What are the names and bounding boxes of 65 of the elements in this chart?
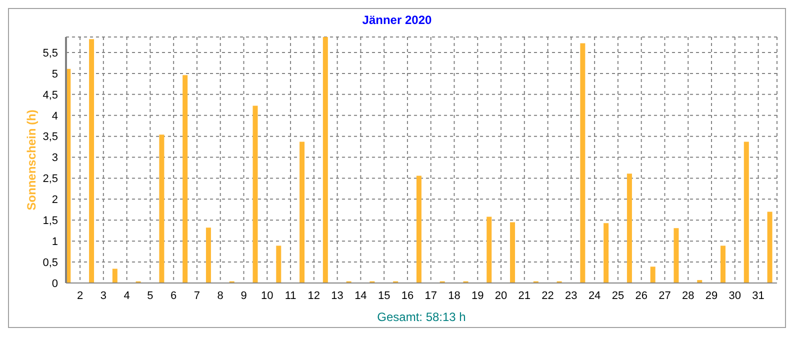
bar bbox=[416, 176, 422, 283]
x-tick-label: 18 bbox=[448, 290, 460, 302]
x-tick-label: 5 bbox=[147, 290, 154, 302]
x-tick-label: 23 bbox=[565, 290, 578, 302]
x-tick-label: 16 bbox=[401, 290, 414, 302]
bar bbox=[510, 222, 516, 283]
bar bbox=[159, 134, 164, 283]
bar bbox=[206, 228, 211, 283]
bar bbox=[580, 43, 586, 283]
x-tick-label: 4 bbox=[124, 290, 130, 302]
bar bbox=[626, 174, 632, 283]
bar bbox=[604, 223, 609, 283]
x-tick-label: 14 bbox=[354, 290, 367, 302]
x-tick-label: 2 bbox=[76, 290, 84, 302]
y-tick-label: 0,5 bbox=[42, 256, 58, 269]
x-tick-label: 26 bbox=[635, 290, 648, 302]
bar bbox=[182, 75, 188, 283]
y-tick-label: 5 bbox=[52, 68, 58, 80]
x-tick-label: 22 bbox=[542, 290, 554, 302]
y-axis-title: Sonnenschein (h) bbox=[24, 110, 38, 210]
x-tick-label: 20 bbox=[494, 290, 508, 302]
x-tick-label: 29 bbox=[705, 290, 718, 302]
x-tick-label: 19 bbox=[472, 290, 484, 302]
chart-title: Jänner 2020 bbox=[361, 12, 433, 29]
x-tick-label: 11 bbox=[284, 290, 296, 302]
x-tick-label: 17 bbox=[424, 290, 437, 302]
bar bbox=[650, 266, 656, 283]
x-tick-label: 10 bbox=[261, 290, 274, 302]
bar bbox=[112, 268, 118, 283]
bar bbox=[486, 216, 492, 283]
y-tick-label: 4,5 bbox=[42, 89, 58, 102]
y-tick-label: 3 bbox=[52, 152, 58, 164]
x-axis-title: Gesamt: 58:13 h bbox=[377, 310, 466, 324]
x-tick-label: 28 bbox=[682, 290, 694, 302]
bar bbox=[767, 212, 772, 283]
x-tick-label: 21 bbox=[518, 290, 531, 302]
x-tick-label: 9 bbox=[240, 290, 247, 302]
bar bbox=[674, 228, 679, 283]
x-tick-label: 13 bbox=[331, 290, 344, 302]
y-tick-label: 1,5 bbox=[42, 215, 58, 228]
y-tick-label: 2,5 bbox=[42, 173, 58, 186]
x-tick-label: 6 bbox=[170, 290, 177, 302]
bar bbox=[89, 39, 94, 283]
y-tick-label: 2 bbox=[52, 194, 58, 206]
x-tick-label: 24 bbox=[588, 290, 601, 302]
y-tick-label: 0 bbox=[52, 278, 58, 290]
x-tick-label: 27 bbox=[658, 290, 671, 302]
bar bbox=[322, 37, 328, 283]
x-tick-label: 3 bbox=[100, 290, 106, 302]
x-tick-label: 25 bbox=[612, 290, 624, 302]
y-tick-label: 3,5 bbox=[42, 131, 58, 144]
x-tick-label: 12 bbox=[308, 290, 320, 302]
bar bbox=[720, 246, 726, 283]
y-tick-label: 4 bbox=[52, 110, 58, 122]
y-tick-label: 5,5 bbox=[42, 47, 58, 60]
bar bbox=[300, 142, 305, 283]
x-tick-label: 31 bbox=[752, 290, 764, 302]
x-tick-label: 15 bbox=[378, 290, 390, 302]
y-tick-label: 1 bbox=[52, 236, 58, 248]
x-tick-label: 7 bbox=[194, 290, 200, 302]
bar bbox=[276, 246, 282, 283]
bar bbox=[252, 106, 258, 283]
x-tick-label: 8 bbox=[217, 290, 224, 302]
x-tick-label: 30 bbox=[728, 290, 742, 302]
bar bbox=[744, 142, 749, 283]
